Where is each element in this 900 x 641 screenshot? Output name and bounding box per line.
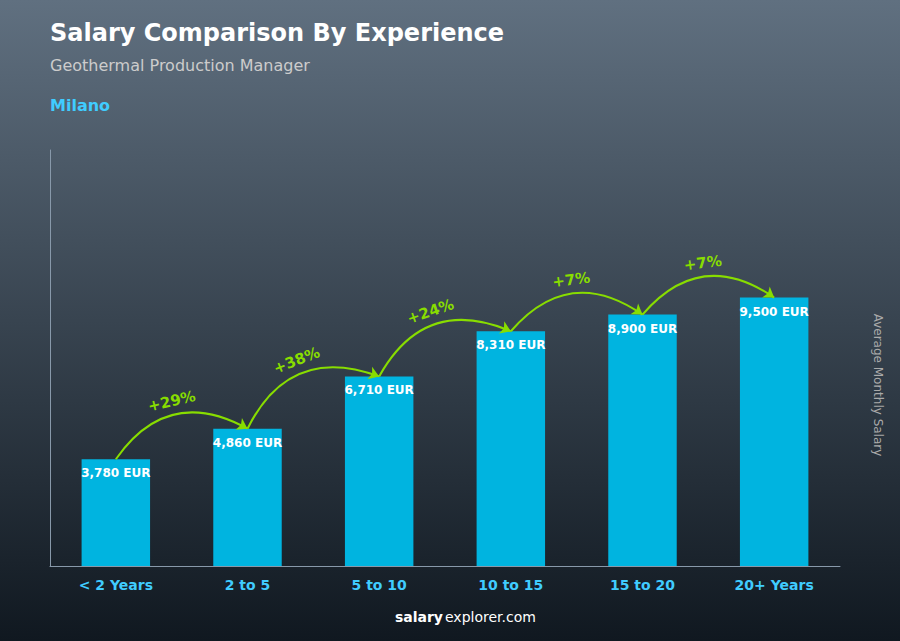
svg-text:+29%: +29%	[146, 387, 197, 415]
svg-text:+24%: +24%	[405, 295, 457, 328]
svg-text:15 to 20: 15 to 20	[610, 577, 675, 593]
svg-text:Milano: Milano	[50, 96, 110, 115]
svg-text:salary: salary	[395, 609, 443, 625]
svg-text:+38%: +38%	[271, 343, 323, 378]
svg-text:9,500 EUR: 9,500 EUR	[740, 305, 809, 319]
svg-text:6,710 EUR: 6,710 EUR	[345, 383, 414, 397]
svg-text:2 to 5: 2 to 5	[225, 577, 271, 593]
svg-text:10 to 15: 10 to 15	[478, 577, 543, 593]
svg-text:Average Monthly Salary: Average Monthly Salary	[871, 314, 885, 457]
svg-text:+7%: +7%	[551, 269, 591, 292]
svg-text:8,310 EUR: 8,310 EUR	[476, 338, 545, 352]
svg-text:explorer.com: explorer.com	[445, 609, 536, 625]
svg-text:5 to 10: 5 to 10	[352, 577, 408, 593]
svg-text:< 2 Years: < 2 Years	[79, 577, 153, 593]
svg-text:4,860 EUR: 4,860 EUR	[213, 436, 282, 450]
svg-text:3,780 EUR: 3,780 EUR	[81, 466, 150, 480]
svg-text:Geothermal Production Manager: Geothermal Production Manager	[50, 56, 310, 75]
svg-text:Salary Comparison By Experienc: Salary Comparison By Experience	[50, 19, 504, 47]
svg-text:20+ Years: 20+ Years	[735, 577, 814, 593]
svg-text:8,900 EUR: 8,900 EUR	[608, 322, 677, 336]
svg-text:+7%: +7%	[683, 252, 723, 275]
